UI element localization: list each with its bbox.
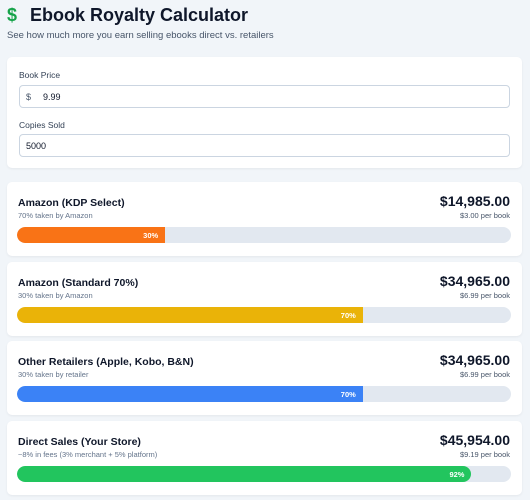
result-fee-note: ~8% in fees (3% merchant + 5% platform) (18, 450, 158, 459)
copies-sold-input[interactable]: 5000 (19, 134, 510, 157)
dollar-icon: $ (7, 5, 18, 25)
result-name: Amazon (Standard 70%) (18, 277, 139, 289)
copies-sold-value: 5000 (26, 140, 47, 151)
result-per-book: $9.19 per book (459, 450, 510, 459)
result-per-book: $6.99 per book (459, 291, 510, 300)
royalty-bar-fill: 30% (17, 227, 166, 243)
result-card-kdp-standard: Amazon (Standard 70%) 30% taken by Amazo… (7, 262, 522, 336)
result-per-book: $3.00 per book (459, 211, 510, 220)
copies-sold-label: Copies Sold (19, 120, 65, 130)
title-row: $ Ebook Royalty Calculator (7, 4, 274, 26)
result-card-other-retailers: Other Retailers (Apple, Kobo, B&N) 30% t… (7, 341, 522, 415)
result-fee-note: 30% taken by Amazon (18, 291, 93, 300)
page-subtitle: See how much more you earn selling ebook… (7, 30, 274, 41)
result-card-direct-sales: Direct Sales (Your Store) ~8% in fees (3… (7, 421, 522, 495)
result-amount: $34,965.00 (439, 352, 510, 368)
royalty-bar-track: 30% (17, 227, 511, 243)
result-card-kdp-select: Amazon (KDP Select) 70% taken by Amazon … (7, 182, 522, 256)
royalty-bar-track: 70% (17, 307, 511, 323)
royalty-bar-fill: 70% (17, 307, 363, 323)
book-price-label: Book Price (19, 70, 61, 80)
royalty-bar-track: 70% (17, 386, 511, 402)
result-fee-note: 30% taken by retailer (18, 370, 89, 379)
royalty-bar-fill: 92% (17, 466, 472, 482)
page-title: Ebook Royalty Calculator (30, 5, 249, 25)
result-fee-note: 70% taken by Amazon (18, 211, 93, 220)
result-amount: $14,985.00 (439, 193, 510, 209)
result-amount: $45,954.00 (439, 432, 510, 448)
result-per-book: $6.99 per book (459, 370, 510, 379)
header: $ Ebook Royalty Calculator See how much … (7, 4, 274, 41)
result-name: Direct Sales (Your Store) (18, 436, 141, 448)
currency-prefix: $ (26, 91, 32, 102)
result-name: Other Retailers (Apple, Kobo, B&N) (18, 356, 194, 368)
book-price-value: 9.99 (43, 91, 61, 102)
result-name: Amazon (KDP Select) (18, 197, 125, 209)
inputs-card: Book Price $ 9.99 Copies Sold 5000 (7, 57, 522, 168)
result-amount: $34,965.00 (439, 273, 510, 289)
royalty-bar-fill: 70% (17, 386, 363, 402)
book-price-input[interactable]: $ 9.99 (19, 85, 510, 108)
royalty-bar-track: 92% (17, 466, 511, 482)
